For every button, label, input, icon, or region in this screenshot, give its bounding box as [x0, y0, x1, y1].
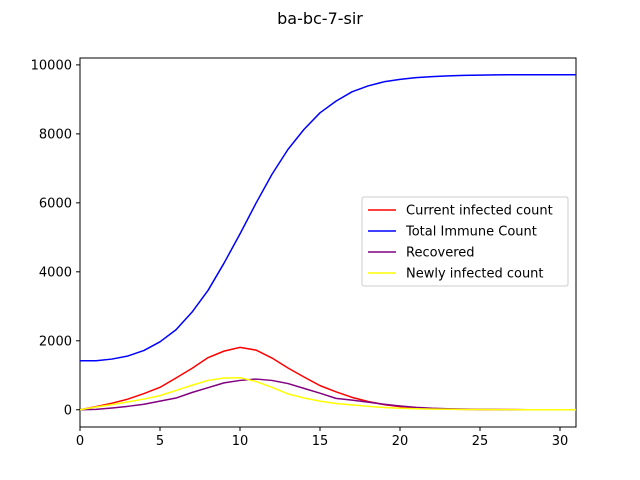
y-axis: 0 2000 4000 6000 8000 10000	[31, 58, 80, 418]
series-line-total-immune-count	[80, 73, 576, 362]
y-tick-label: 6000	[39, 196, 72, 211]
x-tick-label: 20	[392, 434, 409, 449]
x-tick-label: 15	[312, 434, 329, 449]
y-tick-label: 2000	[39, 334, 72, 349]
series-lines	[80, 73, 576, 411]
chart-title: ba-bc-7-sir	[277, 9, 363, 28]
y-tick-label: 10000	[31, 58, 72, 73]
series-line-recovered	[80, 378, 576, 411]
plot-area-frame	[79, 57, 577, 428]
y-tick-label: 8000	[39, 127, 72, 142]
legend-box	[361, 196, 569, 287]
legend: Current infected count Total Immune Count…	[361, 196, 569, 287]
x-tick-label: 25	[472, 434, 489, 449]
x-tick-label: 30	[552, 434, 569, 449]
x-axis: 0 5 10 15 20 25 30	[76, 427, 568, 449]
x-tick-label: 0	[76, 434, 84, 449]
legend-label: Total Immune Count	[405, 225, 537, 240]
legend-label: Newly infected count	[406, 267, 544, 282]
series-line-newly-infected-count	[80, 376, 576, 411]
legend-label: Current infected count	[406, 204, 553, 219]
y-tick-label: 0	[64, 403, 72, 418]
legend-label: Recovered	[406, 246, 475, 261]
x-tick-label: 5	[156, 434, 164, 449]
y-tick-label: 4000	[39, 265, 72, 280]
x-tick-label: 10	[232, 434, 249, 449]
series-line-current-infected-count	[80, 346, 576, 411]
